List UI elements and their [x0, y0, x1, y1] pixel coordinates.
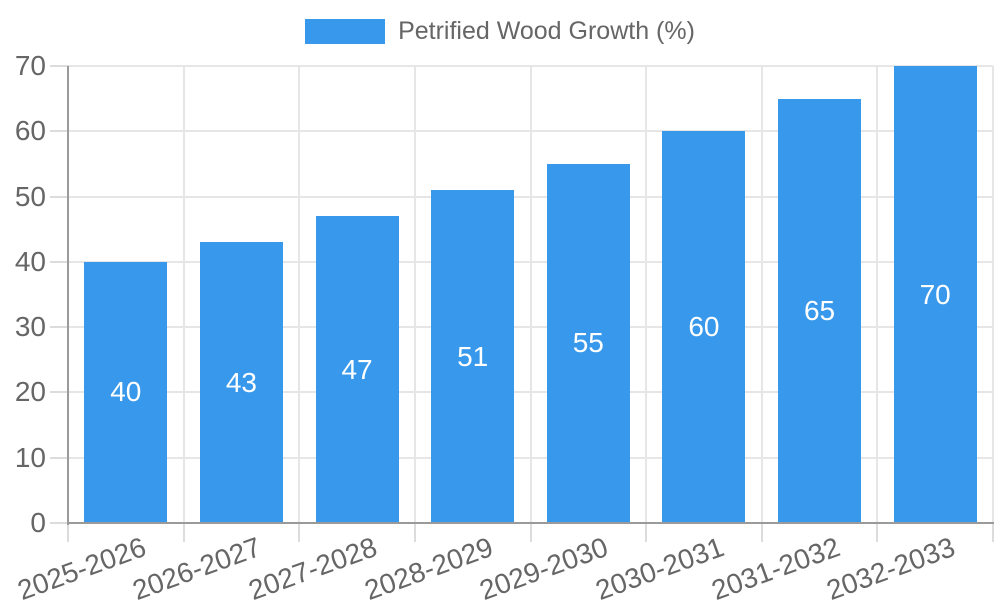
y-tick-label: 50: [14, 180, 46, 212]
x-gridline: [182, 66, 185, 523]
y-tick-label: 0: [30, 507, 46, 538]
y-tick-label: 70: [14, 50, 46, 81]
legend[interactable]: Petrified Wood Growth (%): [0, 17, 1000, 46]
bar-2030-2031[interactable]: [662, 131, 746, 523]
x-gridline: [760, 66, 763, 523]
y-tick: [50, 130, 68, 133]
bar-2028-2029[interactable]: [431, 190, 515, 523]
x-tick: [298, 523, 301, 542]
y-tick: [50, 65, 68, 67]
y-tick-label: 30: [14, 311, 46, 343]
y-tick-label: 40: [14, 245, 46, 277]
x-tick: [992, 523, 994, 542]
x-tick: [67, 523, 69, 542]
bar-2029-2030[interactable]: [546, 163, 630, 523]
y-tick: [50, 326, 68, 329]
y-tick: [50, 260, 68, 263]
y-tick-label: 10: [14, 441, 46, 473]
x-tick: [413, 523, 416, 542]
x-tick: [182, 523, 185, 542]
bar-2031-2032[interactable]: [778, 98, 862, 523]
x-axis-line: [67, 522, 994, 524]
bar-value-label: 60: [688, 311, 720, 343]
bar-value-label: 43: [225, 366, 258, 398]
x-gridline: [645, 66, 648, 523]
y-tick: [50, 456, 68, 459]
bar-value-label: 65: [803, 294, 836, 326]
x-gridline: [992, 66, 994, 523]
y-tick-label: 20: [14, 376, 46, 408]
bar-2032-2033[interactable]: [893, 66, 977, 523]
bar-value-label: 51: [457, 340, 489, 372]
bar-2027-2028[interactable]: [315, 216, 399, 523]
x-tick: [529, 523, 532, 542]
x-tick: [645, 523, 648, 542]
x-gridline: [876, 66, 879, 523]
bar-value-label: 55: [572, 327, 604, 359]
bar-2026-2027[interactable]: [199, 242, 283, 523]
bar-2025-2026[interactable]: [84, 261, 168, 523]
y-tick-label: 60: [14, 115, 46, 147]
y-tick: [50, 195, 68, 198]
legend-label: Petrified Wood Growth (%): [398, 17, 695, 45]
bar-value-label: 70: [919, 278, 951, 310]
bar-value-label: 40: [110, 376, 142, 408]
x-gridline: [529, 66, 532, 523]
x-tick: [760, 523, 763, 542]
x-gridline: [298, 66, 301, 523]
y-axis-line: [67, 66, 69, 525]
legend-swatch: [305, 19, 386, 45]
bar-value-label: 47: [341, 353, 373, 385]
y-tick: [50, 391, 68, 394]
y-tick: [50, 522, 68, 524]
x-tick: [876, 523, 879, 542]
x-gridline: [413, 66, 416, 523]
